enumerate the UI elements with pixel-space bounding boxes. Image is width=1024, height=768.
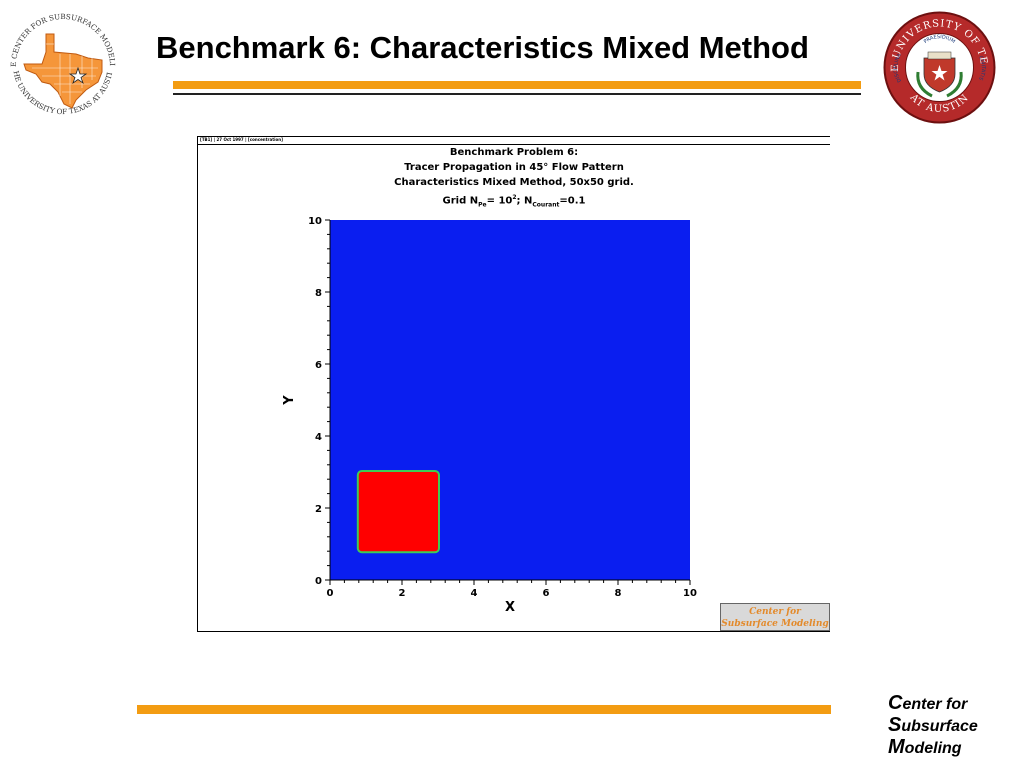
x-tick-label: 0 (327, 588, 334, 599)
seal-star-icon (931, 65, 948, 81)
y-axis-label: Y (282, 395, 297, 406)
tracer-region (358, 472, 438, 552)
figure-title-line3: Characteristics Mixed Method, 50x50 grid… (394, 177, 634, 188)
y-tick-label: 6 (315, 360, 322, 371)
heatmap-plot: 0 2 4 6 8 10 0 2 4 6 8 10 X Y (282, 216, 697, 615)
figure-header-date: 27 Oct 1997 (216, 137, 244, 142)
svg-text:CIVITATIS: CIVITATIS (977, 55, 986, 81)
title-underline-orange (173, 81, 861, 89)
figure-header-right: [concentration] (247, 137, 283, 142)
laurel-right-icon (946, 71, 963, 98)
star-icon (68, 66, 88, 85)
x-tick-label: 8 (615, 588, 622, 599)
svg-text:DISCIPLINA: DISCIPLINA (893, 52, 903, 83)
figure-title-line4: Grid NPe= 102; NCourant=0.1 (442, 194, 586, 209)
footer-brand: Center for Subsurface Modeling (888, 692, 978, 758)
csm-badge-line2: Subsurface Modeling (721, 619, 829, 629)
book-icon (927, 51, 952, 60)
y-tick-label: 0 (315, 576, 322, 587)
x-axis-label: X (505, 600, 515, 615)
figure-header-left: [TB1] (200, 137, 213, 142)
x-tick-label: 10 (683, 588, 697, 599)
seal-motto-right: CIVITATIS (977, 55, 986, 81)
x-tick-label: 4 (471, 588, 478, 599)
x-tick-label: 6 (543, 588, 550, 599)
figure-title-block: Benchmark Problem 6: Tracer Propagation … (198, 145, 830, 212)
figure-title-line2: Tracer Propagation in 45° Flow Pattern (404, 162, 624, 173)
title-underline-thin (173, 93, 861, 95)
footer-rule-orange (137, 705, 831, 714)
figure-title-line1: Benchmark Problem 6: (449, 147, 579, 158)
svg-text:PRAESIDIUM: PRAESIDIUM (923, 34, 956, 45)
csm-badge: Center for Subsurface Modeling (720, 603, 830, 631)
x-tick-label: 2 (399, 588, 406, 599)
slide-title: Benchmark 6: Characteristics Mixed Metho… (156, 30, 809, 65)
figure-header-divider (198, 144, 830, 145)
seal-motto-top: PRAESIDIUM (923, 34, 956, 45)
texas-map-icon (23, 33, 103, 109)
laurel-left-icon (916, 71, 933, 98)
csm-badge-line1: Center for (749, 607, 801, 617)
plot-figure: [TB1] | 27 Oct 1997 | [concentration] Be… (197, 136, 830, 632)
figure-header: [TB1] | 27 Oct 1997 | [concentration] (200, 137, 283, 142)
seal-motto-left: DISCIPLINA (893, 52, 903, 83)
y-tick-label: 4 (315, 432, 322, 443)
university-seal: THE UNIVERSITY OF TEXAS AT AUSTIN DISCIP… (882, 10, 996, 124)
center-logo: THE CENTER FOR SUBSURFACE MODELING THE U… (2, 4, 117, 116)
y-tick-label: 8 (315, 288, 322, 299)
y-tick-label: 10 (308, 216, 322, 227)
y-tick-label: 2 (315, 504, 322, 515)
